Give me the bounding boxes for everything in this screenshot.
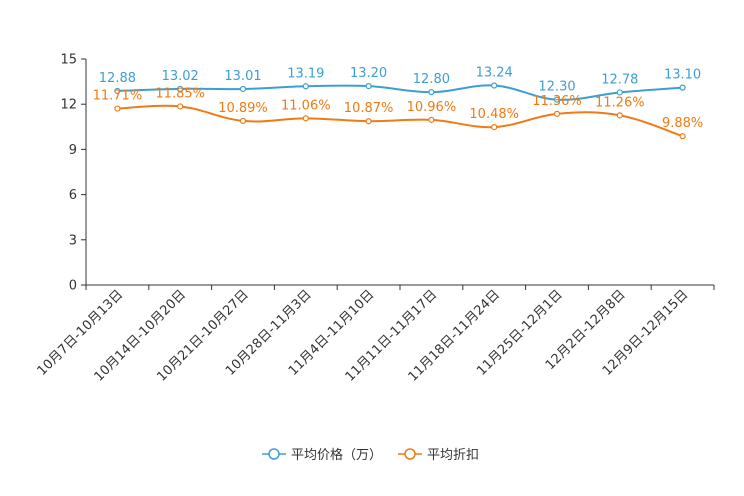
series-1-data-label: 9.88% [662,116,703,131]
legend-item-1[interactable]: 平均折扣 [398,448,479,463]
y-tick-label: 12 [60,98,77,113]
series-0-data-label: 13.20 [350,66,387,81]
series-1-point [553,110,561,117]
series-0-point [114,87,121,95]
series-0-data-label: 12.80 [413,72,450,87]
series-0-point [553,96,561,103]
series-0-point [491,82,498,89]
series-layer [114,82,686,140]
series-1-data-label: 11.71% [93,89,143,104]
series-0-point [177,85,184,92]
series-0-data-label: 13.01 [224,69,261,84]
series-0-point [616,89,623,96]
series-0-data-label: 13.24 [476,66,513,81]
series-1-point [114,105,121,112]
series-line-0 [117,84,683,101]
series-1-point [679,133,686,140]
series-1-point [177,103,184,110]
legend-marker-icon [268,448,280,460]
data-labels-layer: 12.88 13.02 13.01 13.19 13.20 12.80 13.24 12.30… [93,66,704,132]
series-line-1 [117,104,683,138]
series-1-point [428,116,435,123]
series-0-data-label: 12.88 [99,71,136,86]
series-1-point [365,118,372,125]
series-1-point [239,117,247,125]
series-0-data-label: 13.19 [287,66,324,81]
axes-layer: 0369121510月7日-10月13日10月14日-10月20日10月21日-… [35,53,715,385]
series-0-point [679,84,686,91]
series-1-data-label: 10.48% [469,107,519,122]
series-0-point [239,85,247,93]
series-0-data-label: 12.78 [601,72,638,87]
y-tick-label: 0 [69,279,77,294]
series-1-point [302,115,309,122]
series-0-data-label: 13.02 [162,69,199,84]
series-1-data-label: 11.36% [532,94,582,109]
series-0-point [302,83,309,90]
series-1-data-label: 10.87% [344,101,394,116]
series-0-point [365,83,372,90]
legend-label: 平均价格（万） [291,447,382,463]
legend-marker-icon [404,448,416,460]
series-1-data-label: 11.85% [155,86,205,101]
series-1-data-label: 11.06% [281,98,331,113]
y-tick-label: 15 [60,53,77,68]
legend[interactable]: 平均价格（万） 平均折扣 [262,447,479,463]
series-1-data-label: 10.89% [218,101,268,116]
series-0-data-label: 12.30 [538,80,575,95]
series-1-point [491,124,498,131]
legend-item-0[interactable]: 平均价格（万） [262,447,382,463]
series-0-data-label: 13.10 [664,68,701,83]
legend-label: 平均折扣 [427,448,479,463]
series-0-point [428,89,435,96]
y-tick-label: 9 [69,143,77,158]
series-1-data-label: 11.26% [595,95,645,110]
y-tick-label: 6 [69,188,77,203]
y-tick-label: 3 [69,233,77,248]
series-1-point [616,112,623,119]
series-1-data-label: 10.96% [407,100,457,115]
